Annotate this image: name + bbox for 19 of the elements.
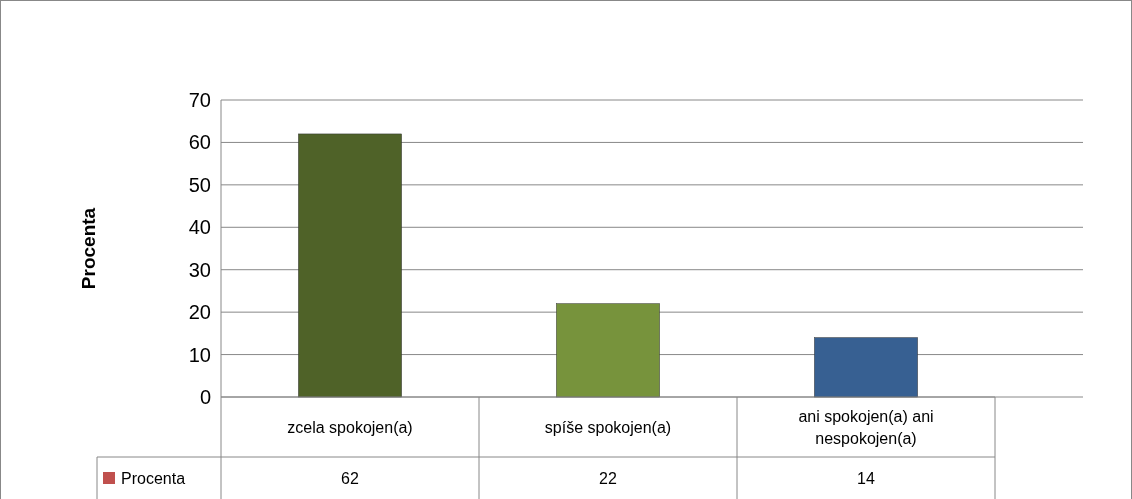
y-tick-label: 0 <box>199 386 211 408</box>
y-tick-label: 50 <box>188 173 211 196</box>
y-tick-label: 40 <box>188 216 211 239</box>
x-tick-label: ani spokojen(a) ani nespokojen(a) <box>798 407 934 447</box>
data-label: 62 <box>341 469 359 487</box>
text: Procenta <box>121 469 186 487</box>
bar <box>814 337 918 398</box>
data-label: 14 <box>857 469 875 487</box>
y-tick-label: 70 <box>188 89 211 111</box>
x-tick-label: zcela spokojen(a) <box>287 418 413 436</box>
y-axis-title: Procenta <box>78 207 99 290</box>
data-label: 22 <box>599 469 617 487</box>
x-tick-label: spíše spokojen(a) <box>544 418 672 436</box>
y-tick-label: 30 <box>188 258 211 281</box>
bar <box>556 303 660 398</box>
y-tick-label: 10 <box>188 343 211 366</box>
bar <box>298 133 402 398</box>
y-tick-label: 20 <box>188 301 211 324</box>
y-tick-label: 60 <box>188 131 211 154</box>
